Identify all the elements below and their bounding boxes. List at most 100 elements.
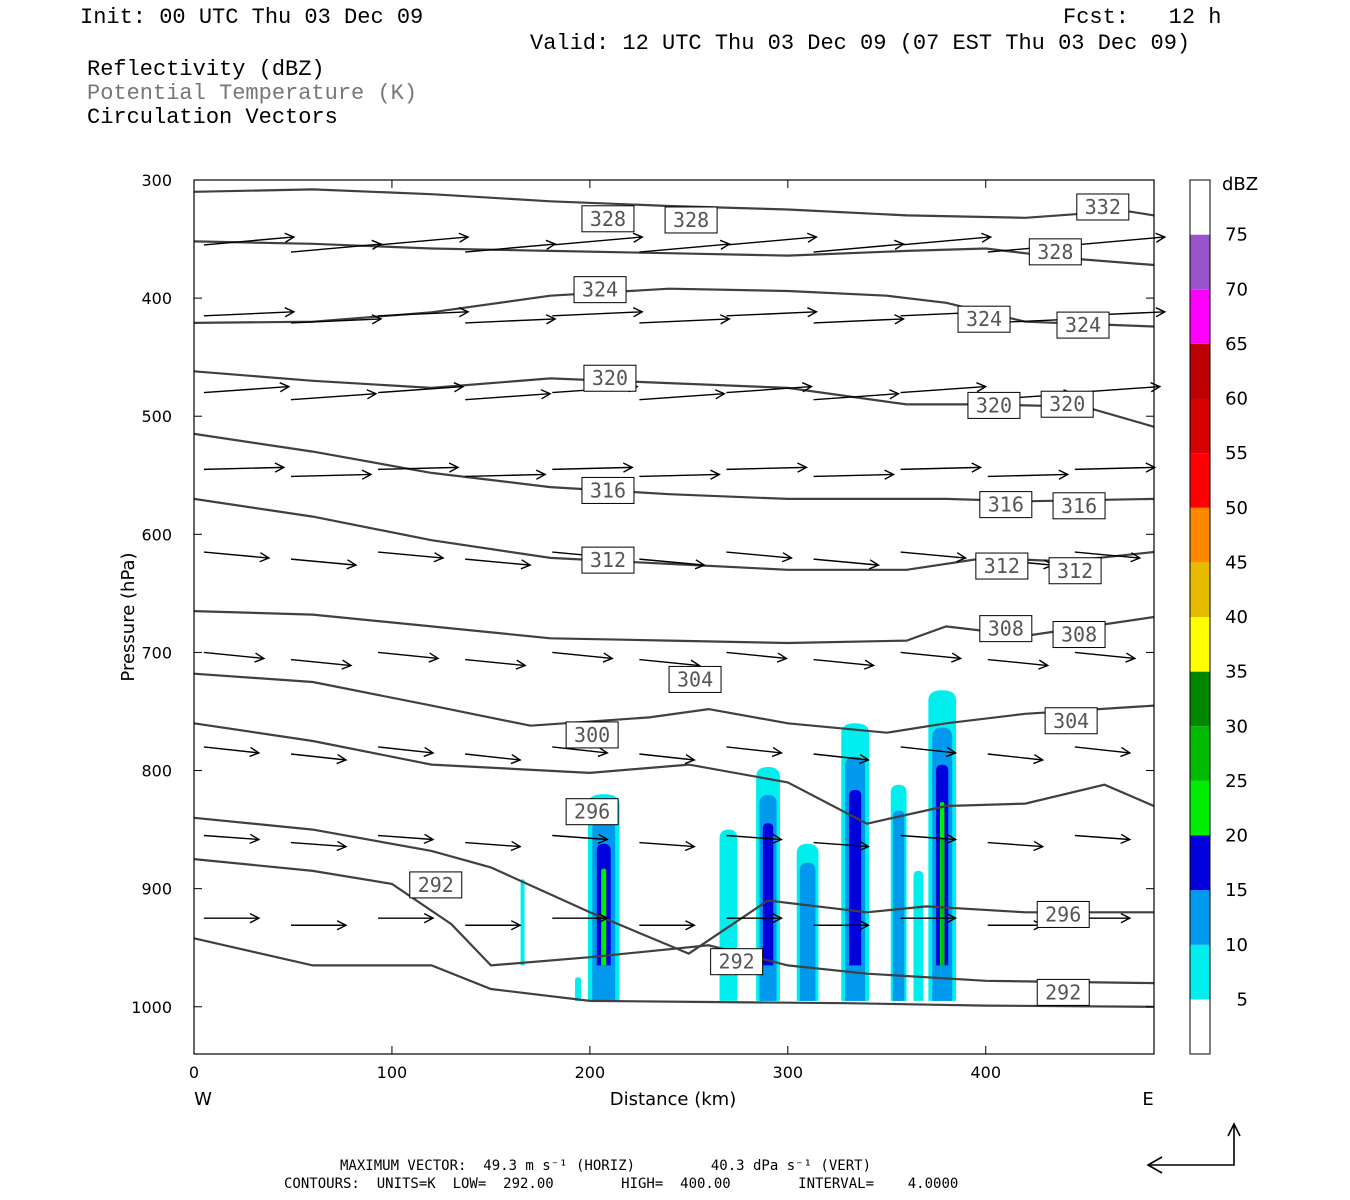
- svg-text:316: 316: [988, 493, 1024, 517]
- circulation-vector: [203, 913, 261, 924]
- theta-contour-label: 320: [967, 391, 1021, 419]
- circulation-vector: [552, 307, 644, 318]
- axis-layer: 0 100 200 300 400 300 400 500 600 700 800 900 1000: [131, 171, 1154, 1082]
- colorbar-level-label: 30: [1225, 716, 1248, 737]
- circulation-vector: [378, 913, 435, 924]
- circulation-vector: [465, 314, 557, 325]
- circulation-vector: [290, 558, 358, 570]
- theta-contour: [193, 858, 1155, 985]
- circulation-vector: [465, 753, 522, 765]
- circulation-vector: [639, 389, 726, 401]
- circulation-vector: [1074, 551, 1142, 563]
- reflectivity-cell: [890, 784, 907, 1001]
- theta-contour: [193, 240, 1155, 267]
- theta-contour-label: 316: [979, 491, 1033, 519]
- theta-contour-label: 292: [1036, 978, 1090, 1006]
- circulation-vector: [290, 840, 348, 852]
- circulation-vector: [813, 389, 901, 401]
- svg-text:312: 312: [1057, 559, 1093, 583]
- circulation-vector: [465, 920, 522, 931]
- circulation-vector: [378, 232, 470, 246]
- x-tick-label: 200: [575, 1063, 606, 1082]
- circulation-vector: [987, 840, 1045, 852]
- circulation-vector: [1074, 462, 1157, 473]
- svg-text:308: 308: [988, 617, 1024, 641]
- reflectivity-level: [892, 810, 905, 1001]
- circulation-vector: [639, 558, 706, 570]
- valid-time: Valid: 12 UTC Thu 03 Dec 09 (07 EST Thu …: [530, 31, 1191, 56]
- plot-frame: [193, 179, 1155, 1055]
- svg-text:332: 332: [1085, 195, 1121, 219]
- circulation-vector: [726, 551, 793, 563]
- reflectivity-level: [940, 837, 944, 966]
- theta-contour-label: 296: [565, 798, 619, 826]
- theta-contour: [193, 370, 1155, 428]
- theta-contour: [193, 672, 1155, 734]
- colorbar-segment: [1190, 507, 1210, 563]
- theta-contour-label: 320: [1040, 390, 1094, 418]
- svg-text:292: 292: [418, 873, 454, 897]
- circulation-vector: [378, 551, 445, 563]
- circulation-vector: [203, 232, 296, 246]
- circulation-vector: [465, 840, 522, 852]
- svg-text:316: 316: [1061, 494, 1097, 518]
- circulation-vector: [203, 462, 286, 473]
- svg-text:296: 296: [1045, 902, 1081, 926]
- contour-info-note: CONTOURS: UNITS=K LOW= 292.00 HIGH= 400.…: [284, 1176, 959, 1192]
- max-vector-note: MAXIMUM VECTOR: 49.3 m s⁻¹ (HORIZ) 40.3 …: [340, 1158, 872, 1174]
- circulation-vector: [1074, 746, 1132, 758]
- circulation-vector-layer: [203, 232, 1167, 931]
- theta-contour-label: 300: [565, 721, 619, 749]
- y-tick-label: 500: [141, 407, 172, 426]
- x-axis-west-label: W: [194, 1089, 212, 1110]
- theta-contour-label: 324: [573, 276, 627, 304]
- colorbar-segment: [1190, 890, 1210, 945]
- colorbar-unit-label: dBZ: [1222, 174, 1258, 195]
- colorbar-segment: [1190, 999, 1210, 1054]
- circulation-vector: [726, 746, 783, 758]
- field-label-theta: Potential Temperature (K): [87, 81, 418, 106]
- colorbar-segment: [1190, 944, 1210, 1000]
- init-time: Init: 00 UTC Thu 03 Dec 09: [80, 5, 424, 30]
- x-tick-label: 0: [189, 1063, 199, 1082]
- x-tick-label: 300: [773, 1063, 804, 1082]
- circulation-vector: [378, 833, 435, 845]
- colorbar-level-label: 40: [1225, 607, 1248, 628]
- circulation-vector: [639, 469, 721, 480]
- svg-text:304: 304: [677, 667, 713, 691]
- circulation-vector: [465, 469, 547, 480]
- circulation-vector: [987, 658, 1050, 670]
- circulation-vector: [378, 462, 460, 473]
- reflectivity-level: [762, 823, 774, 966]
- theta-contour-label: 292: [409, 871, 463, 899]
- circulation-vector: [290, 658, 353, 670]
- reflectivity-level: [913, 870, 924, 1001]
- field-label-vectors: Circulation Vectors: [87, 105, 338, 130]
- circulation-vector: [1074, 833, 1132, 845]
- circulation-vector: [639, 840, 696, 852]
- theta-contour-label: 328: [581, 205, 635, 233]
- reflectivity-level: [520, 879, 525, 966]
- colorbar-level-label: 70: [1225, 279, 1248, 300]
- y-tick-label: 1000: [131, 998, 172, 1017]
- theta-contour-label: 312: [1048, 557, 1102, 585]
- circulation-vector: [290, 920, 348, 931]
- colorbar-level-label: 45: [1225, 552, 1248, 573]
- theta-contour-label: 292: [710, 948, 764, 976]
- x-tick-label: 400: [970, 1063, 1001, 1082]
- theta-contour-label: 332: [1076, 193, 1130, 221]
- circulation-vector: [203, 551, 271, 563]
- circulation-vector: [290, 389, 378, 401]
- svg-text:292: 292: [1045, 980, 1081, 1004]
- circulation-vector: [465, 558, 532, 570]
- reflectivity-cell: [575, 977, 581, 1001]
- svg-text:328: 328: [673, 208, 709, 232]
- forecast-hour: Fcst: 12 h: [1063, 5, 1222, 30]
- colorbar-segment: [1190, 617, 1210, 672]
- theta-contour-label: 316: [581, 476, 635, 504]
- svg-text:312: 312: [984, 554, 1020, 578]
- colorbar-segment: [1190, 289, 1210, 344]
- circulation-vector: [726, 913, 783, 924]
- colorbar-segment: [1190, 234, 1210, 290]
- circulation-vector: [813, 920, 871, 931]
